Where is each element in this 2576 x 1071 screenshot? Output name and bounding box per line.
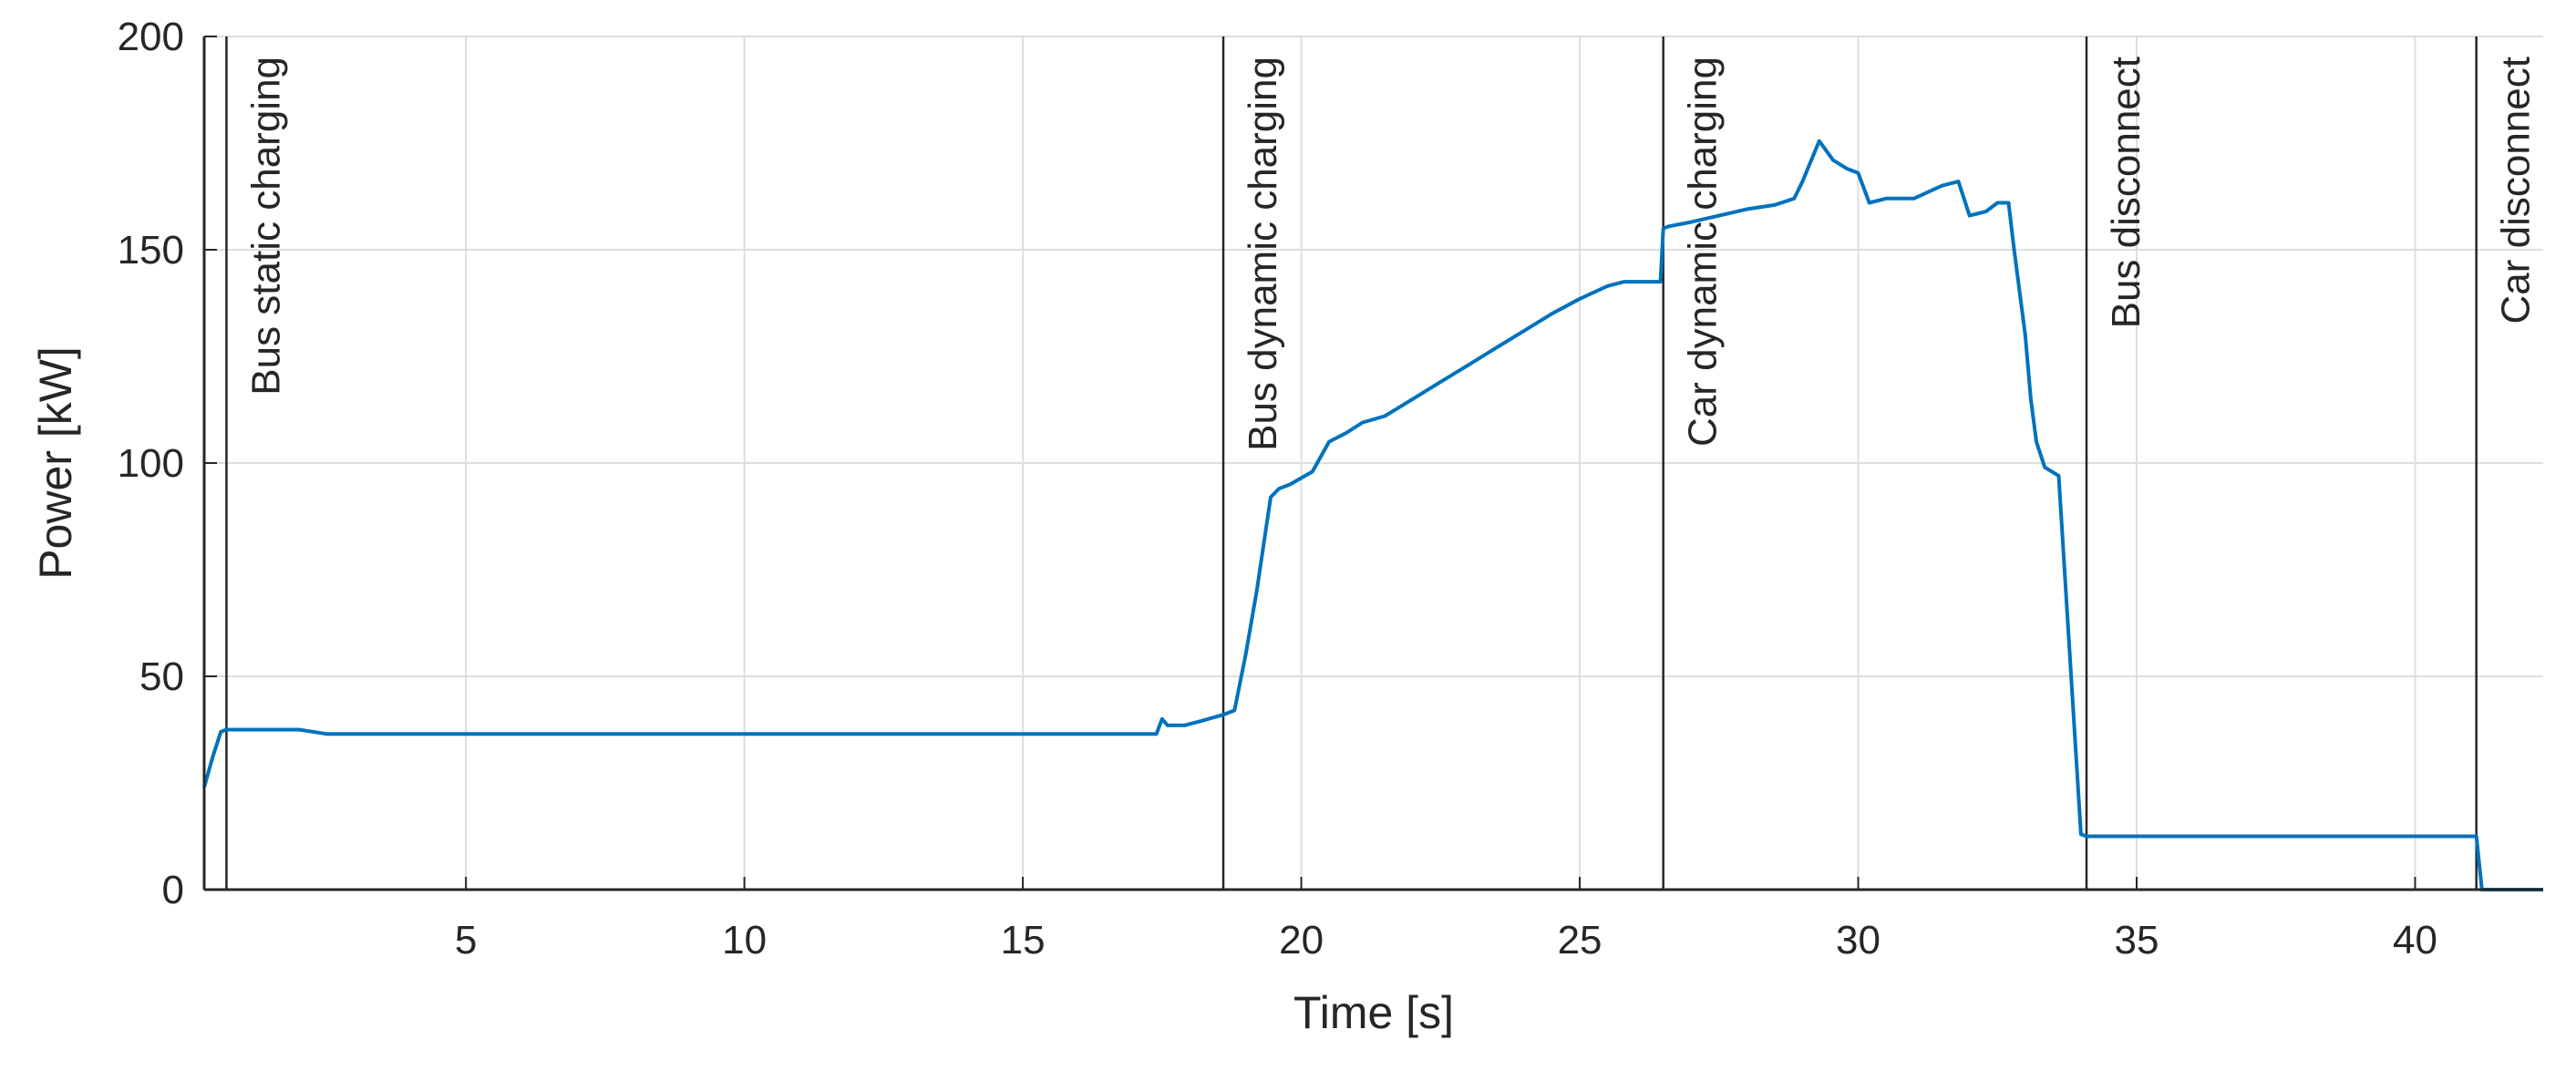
x-tick-label: 35 [2115, 918, 2159, 963]
event-label: Bus dynamic charging [1241, 57, 1285, 451]
x-axis-label: Time [s] [1293, 987, 1454, 1038]
x-tick-label: 20 [1279, 918, 1324, 963]
y-axis-label: Power [kW] [30, 346, 81, 580]
x-tick-label: 15 [1001, 918, 1046, 963]
x-tick-label: 25 [1558, 918, 1602, 963]
event-label: Car dynamic charging [1681, 57, 1726, 447]
tick-labels: 5 10 15 20 25 30 35 40 0 50 100 150 200 [118, 15, 2437, 963]
y-tick-label: 100 [118, 441, 184, 486]
x-tick-label: 10 [722, 918, 767, 963]
x-tick-label: 30 [1836, 918, 1880, 963]
data-series [202, 139, 2543, 891]
x-tick-label: 40 [2393, 918, 2437, 963]
event-label: Bus static charging [243, 57, 288, 396]
event-markers: Bus static charging Bus dynamic charging C… [225, 36, 2539, 890]
y-tick-label: 50 [139, 654, 184, 699]
power-line [202, 139, 2543, 891]
event-label: Bus disconnect [2104, 57, 2148, 328]
y-tick-label: 200 [118, 15, 184, 59]
y-tick-label: 0 [162, 868, 184, 912]
y-tick-label: 150 [118, 228, 184, 273]
event-label: Car disconnect [2494, 57, 2539, 324]
x-tick-label: 5 [455, 918, 477, 963]
